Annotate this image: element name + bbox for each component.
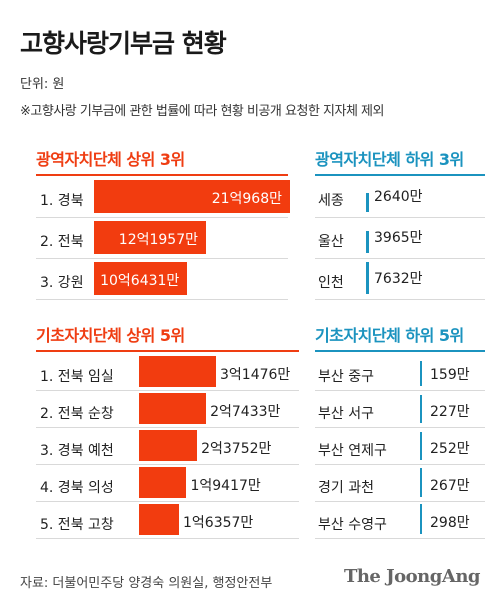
section-line-local-bottom bbox=[315, 350, 485, 352]
value-label: 3965만 bbox=[374, 230, 423, 246]
category-label: 인천 bbox=[318, 275, 344, 291]
value-label: 1억9417만 bbox=[190, 478, 261, 494]
value-label: 2억7433만 bbox=[210, 404, 281, 420]
bar bbox=[366, 230, 369, 253]
value-label: 21억968만 bbox=[211, 191, 282, 207]
bar bbox=[420, 504, 422, 534]
category-label: 1. 전북 임실 bbox=[40, 369, 114, 385]
category-label: 부산 연제구 bbox=[318, 443, 387, 459]
bar bbox=[94, 180, 290, 213]
row-divider bbox=[36, 258, 288, 259]
category-label: 1. 경북 bbox=[40, 193, 84, 209]
bar bbox=[139, 393, 207, 424]
row-divider bbox=[315, 390, 485, 391]
bar bbox=[94, 221, 206, 254]
bar bbox=[366, 262, 369, 294]
category-label: 2. 전북 bbox=[40, 234, 84, 250]
row-divider bbox=[315, 299, 485, 300]
row-divider bbox=[36, 538, 299, 539]
bar bbox=[139, 467, 187, 498]
row-divider bbox=[36, 217, 288, 218]
value-label: 3억1476만 bbox=[220, 367, 291, 383]
category-label: 경기 과천 bbox=[318, 480, 374, 496]
row-divider bbox=[315, 427, 485, 428]
value-label: 10억6431만 bbox=[100, 273, 180, 289]
category-label: 4. 경북 의성 bbox=[40, 480, 114, 496]
category-label: 부산 서구 bbox=[318, 406, 374, 422]
row-divider bbox=[315, 464, 485, 465]
unit-label: 단위: 원 bbox=[20, 77, 65, 92]
value-label: 227만 bbox=[430, 404, 470, 420]
category-label: 3. 경북 예천 bbox=[40, 443, 114, 459]
row-divider bbox=[315, 501, 485, 502]
value-label: 12억1957만 bbox=[118, 232, 198, 248]
row-divider bbox=[36, 501, 299, 502]
category-label: 부산 수영구 bbox=[318, 517, 387, 533]
section-line-local-top bbox=[36, 350, 299, 352]
bar bbox=[420, 395, 422, 423]
bar bbox=[139, 430, 198, 461]
section-line-metro-bottom bbox=[315, 174, 485, 176]
page-title: 고향사랑기부금 현황 bbox=[20, 29, 227, 58]
section-title-local-bottom: 기초자치단체 하위 5위 bbox=[315, 326, 464, 345]
bar bbox=[139, 356, 216, 387]
category-label: 세종 bbox=[318, 193, 344, 209]
section-line-metro-top bbox=[36, 174, 288, 176]
row-divider bbox=[36, 390, 299, 391]
row-divider bbox=[315, 217, 485, 218]
bar bbox=[420, 431, 422, 460]
bar bbox=[366, 193, 369, 212]
row-divider bbox=[315, 538, 485, 539]
value-label: 7632만 bbox=[374, 271, 423, 287]
value-label: 159만 bbox=[430, 367, 470, 383]
value-label: 267만 bbox=[430, 478, 470, 494]
value-label: 298만 bbox=[430, 515, 470, 531]
bar bbox=[139, 504, 179, 535]
value-label: 2억3752만 bbox=[201, 441, 272, 457]
value-label: 252만 bbox=[430, 441, 470, 457]
footnote: ※고향사랑 기부금에 관한 법률에 따라 현황 비공개 요청한 지자체 제외 bbox=[20, 104, 384, 119]
category-label: 울산 bbox=[318, 234, 344, 250]
row-divider bbox=[36, 299, 288, 300]
source-credit: 자료: 더불어민주당 양경숙 의원실, 행정안전부 bbox=[20, 576, 273, 591]
bar bbox=[420, 468, 422, 497]
category-label: 2. 전북 순창 bbox=[40, 406, 114, 422]
value-label: 2640만 bbox=[374, 189, 423, 205]
category-label: 3. 강원 bbox=[40, 275, 84, 291]
bar bbox=[94, 262, 188, 295]
section-title-metro-top: 광역자치단체 상위 3위 bbox=[36, 150, 185, 169]
bar bbox=[420, 360, 422, 386]
value-label: 1억6357만 bbox=[183, 515, 254, 531]
category-label: 부산 중구 bbox=[318, 369, 374, 385]
section-title-metro-bottom: 광역자치단체 하위 3위 bbox=[315, 150, 464, 169]
row-divider bbox=[36, 427, 299, 428]
row-divider bbox=[36, 464, 299, 465]
publisher-logo: The JoongAng bbox=[343, 566, 481, 587]
row-divider bbox=[315, 258, 485, 259]
section-title-local-top: 기초자치단체 상위 5위 bbox=[36, 326, 185, 345]
category-label: 5. 전북 고창 bbox=[40, 517, 114, 533]
